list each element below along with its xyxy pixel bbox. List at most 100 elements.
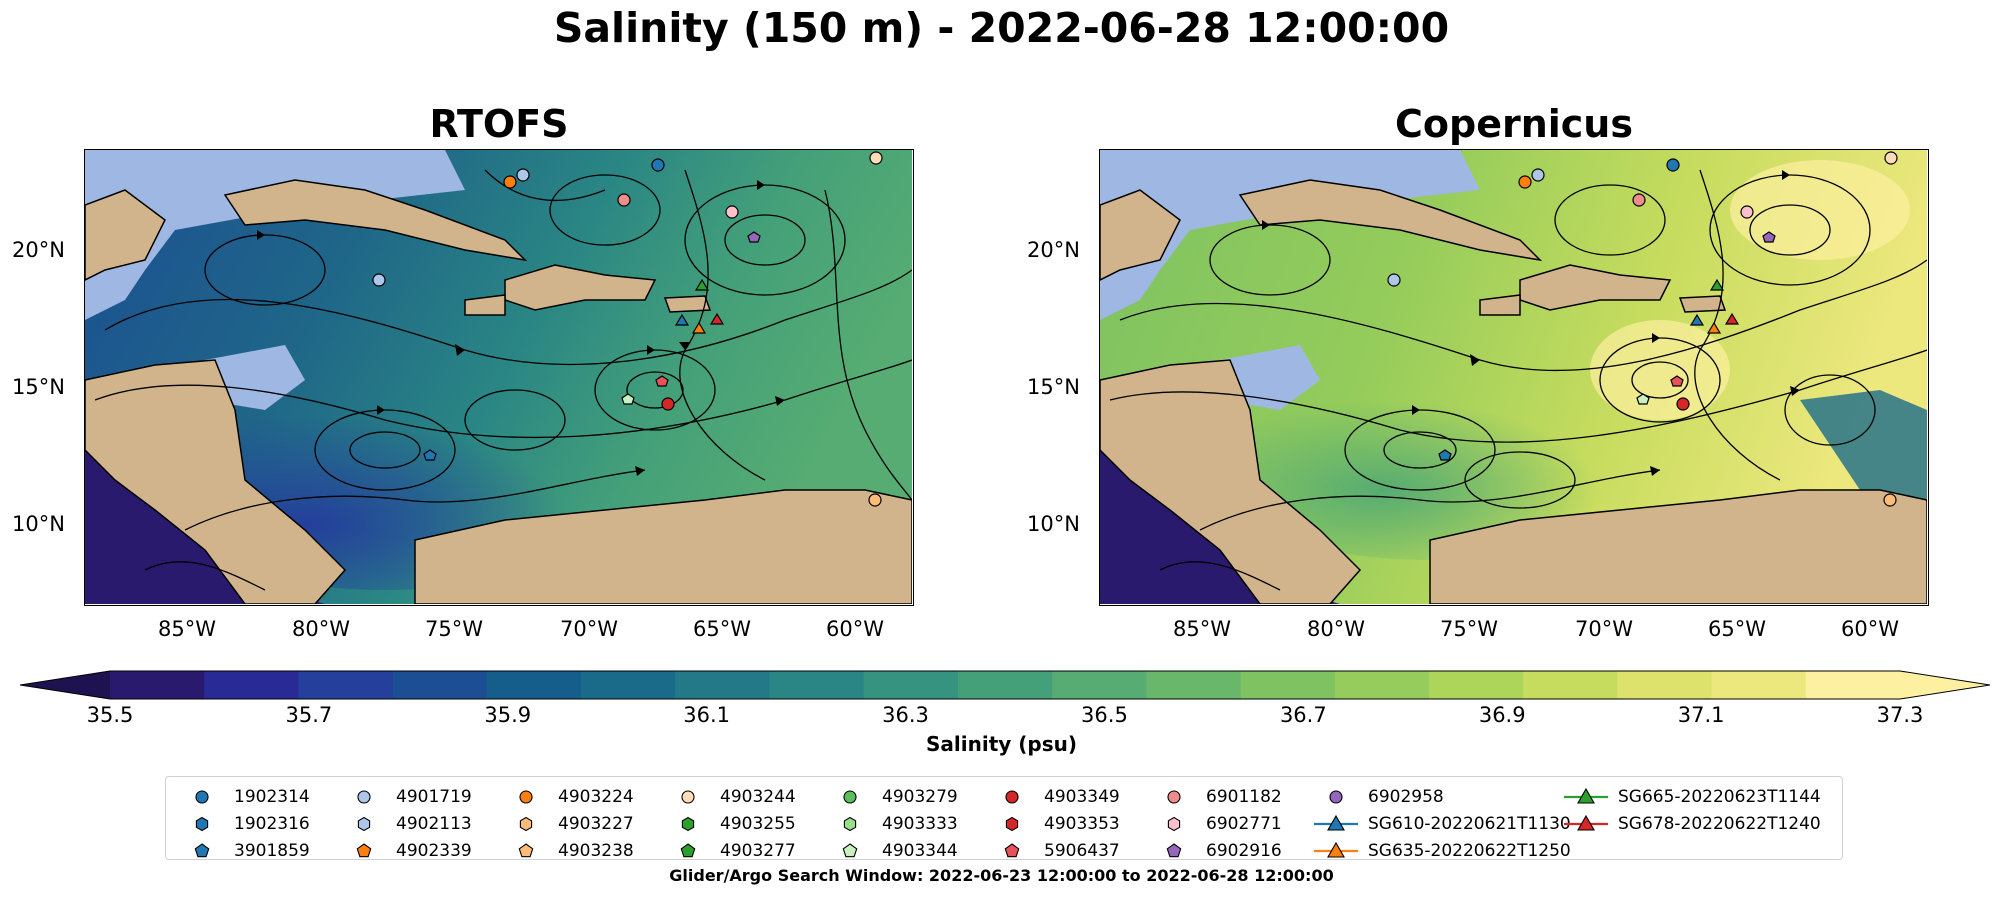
map-rtofs-canvas xyxy=(85,150,912,604)
colorbar-bin xyxy=(1523,671,1618,699)
legend-item-label: 4903353 xyxy=(1044,814,1120,834)
circle-marker-icon xyxy=(195,790,209,804)
legend-item-label: 3901859 xyxy=(234,841,310,861)
colorbar-bin xyxy=(1428,671,1524,699)
hexagon-marker-icon xyxy=(681,816,695,832)
y-tick-left-0: 20°N xyxy=(12,238,65,262)
circle-marker-icon xyxy=(519,790,533,804)
legend-item-label: 4903349 xyxy=(1044,787,1120,807)
colorbar-tick-label: 37.1 xyxy=(1677,703,1725,727)
colorbar-bin xyxy=(957,671,1053,699)
circle-marker-icon xyxy=(681,790,695,804)
colorbar-bin xyxy=(675,671,771,699)
colorbar-bin xyxy=(392,671,488,699)
x-tick-left-3: 70°W xyxy=(560,617,618,641)
legend-item-label: 4901719 xyxy=(396,787,472,807)
circle-marker-icon xyxy=(1005,790,1019,804)
legend-item-label: 1902314 xyxy=(234,787,310,807)
colorbar-tick-label: 36.3 xyxy=(882,703,929,727)
colorbar-bin xyxy=(1240,671,1336,699)
hexagon-marker-icon xyxy=(195,816,209,832)
x-tick-left-1: 80°W xyxy=(292,617,350,641)
circle-marker-icon xyxy=(1329,790,1343,804)
panel-title-rtofs: RTOFS xyxy=(429,102,569,146)
x-tick-right-5: 60°W xyxy=(1841,617,1899,641)
x-tick-right-4: 65°W xyxy=(1708,617,1766,641)
hexagon-marker-icon xyxy=(1005,816,1019,832)
colorbar-bin xyxy=(204,671,300,699)
legend-item-label: 4903279 xyxy=(882,787,958,807)
x-tick-right-1: 80°W xyxy=(1307,617,1365,641)
pentagon-marker-icon xyxy=(1004,843,1020,858)
hexagon-marker-icon xyxy=(1167,816,1181,832)
colorbar-bin xyxy=(1711,671,1807,699)
x-tick-right-2: 75°W xyxy=(1440,617,1498,641)
colorbar-tick-label: 35.9 xyxy=(484,703,532,727)
hexagon-marker-icon xyxy=(519,816,533,832)
x-tick-right-3: 70°W xyxy=(1575,617,1633,641)
legend-item-label: 6902771 xyxy=(1206,814,1282,834)
colorbar-extend-min xyxy=(20,671,110,699)
legend-item-label: 4903255 xyxy=(720,814,796,834)
legend-item-label: SG610-20220621T1130 xyxy=(1368,814,1571,834)
colorbar-bin xyxy=(1146,671,1242,699)
colorbar-tick-label: 36.7 xyxy=(1279,703,1327,727)
y-tick-right-2: 10°N xyxy=(1027,512,1080,536)
legend-item-label: 6902916 xyxy=(1206,841,1282,861)
y-tick-right-1: 15°N xyxy=(1027,375,1080,399)
circle-marker-icon xyxy=(357,790,371,804)
panel-title-copernicus: Copernicus xyxy=(1395,102,1633,146)
map-copernicus[interactable] xyxy=(1099,149,1929,606)
colorbar-bin xyxy=(1805,671,1901,699)
x-tick-left-4: 65°W xyxy=(693,617,751,641)
map-copernicus-canvas xyxy=(1100,150,1927,604)
colorbar-bin xyxy=(1617,671,1713,699)
legend-item-label: SG665-20220623T1144 xyxy=(1618,787,1821,807)
colorbar-bin xyxy=(1052,671,1147,699)
colorbar-tick-label: 36.1 xyxy=(683,703,731,727)
colorbar-bin xyxy=(486,671,582,699)
legend-item-label: 4903238 xyxy=(558,841,634,861)
pentagon-marker-icon xyxy=(1166,843,1182,858)
legend-item-label: 4903344 xyxy=(882,841,958,861)
legend-item-label: 4903333 xyxy=(882,814,958,834)
pentagon-marker-icon xyxy=(194,843,210,858)
pentagon-marker-icon xyxy=(842,843,858,858)
y-tick-right-0: 20°N xyxy=(1027,238,1080,262)
x-tick-left-5: 60°W xyxy=(826,617,884,641)
pentagon-marker-icon xyxy=(518,843,534,858)
colorbar-tick-label: 37.3 xyxy=(1876,703,1924,727)
y-tick-left-1: 15°N xyxy=(12,375,65,399)
colorbar-tick-label: 36.9 xyxy=(1478,703,1526,727)
triangle-line-marker-icon xyxy=(1564,787,1608,804)
circle-marker-icon xyxy=(1167,790,1181,804)
legend-item-label: 4902113 xyxy=(396,814,472,834)
legend-item-label: 6901182 xyxy=(1206,787,1282,807)
circle-marker-icon xyxy=(843,790,857,804)
legend-item-label: 1902316 xyxy=(234,814,310,834)
map-rtofs[interactable] xyxy=(84,149,914,606)
triangle-line-marker-icon xyxy=(1314,814,1358,831)
hexagon-marker-icon xyxy=(357,816,371,832)
colorbar-tick-label: 35.5 xyxy=(86,703,134,727)
colorbar xyxy=(19,669,1991,701)
legend-item-label: 4903224 xyxy=(558,787,634,807)
hexagon-marker-icon xyxy=(843,816,857,832)
legend: 1902314 1902316 3901859 4901719 4902113 49023… xyxy=(165,776,1843,861)
legend-item-label: SG635-20220622T1250 xyxy=(1368,841,1571,861)
colorbar-bin xyxy=(298,671,394,699)
legend-item-label: 4903227 xyxy=(558,814,634,834)
triangle-line-marker-icon xyxy=(1314,841,1358,858)
figure-title: Salinity (150 m) - 2022-06-28 12:00:00 xyxy=(553,4,1450,52)
pentagon-marker-icon xyxy=(680,843,696,858)
x-tick-left-2: 75°W xyxy=(425,617,483,641)
x-tick-left-0: 85°W xyxy=(158,617,216,641)
legend-item-label: 5906437 xyxy=(1044,841,1120,861)
legend-item-label: 6902958 xyxy=(1368,787,1444,807)
y-tick-left-2: 10°N xyxy=(12,512,65,536)
legend-item-label: 4903244 xyxy=(720,787,796,807)
colorbar-tick-label: 36.5 xyxy=(1081,703,1128,727)
pentagon-marker-icon xyxy=(356,843,372,858)
x-tick-right-0: 85°W xyxy=(1173,617,1231,641)
legend-item-label: 4902339 xyxy=(396,841,472,861)
